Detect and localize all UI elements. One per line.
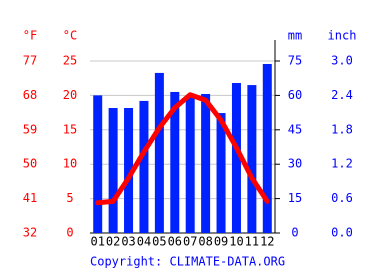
- y-tick-label: 59: [23, 122, 37, 136]
- y-tick-label: 0: [66, 226, 73, 240]
- y2-tick-label: 60: [288, 88, 302, 102]
- y-tick-label: 10: [63, 157, 77, 171]
- y-tick-label: 41: [23, 191, 37, 205]
- y-tick-label: 32: [23, 226, 37, 240]
- y2-tick-label: 30: [288, 157, 302, 171]
- x-tick-label: 04: [137, 235, 151, 249]
- y-tick-label: 15: [63, 122, 77, 136]
- x-tick-label: 01: [90, 235, 104, 249]
- y-tick-label: 25: [63, 54, 77, 68]
- bar: [93, 95, 103, 234]
- x-tick-label: 05: [152, 235, 166, 249]
- bar: [154, 72, 164, 234]
- y2-tick-label: 1.2: [331, 157, 353, 171]
- axis-unit: °F: [23, 29, 37, 43]
- bar: [185, 96, 195, 233]
- bar: [216, 113, 226, 233]
- y2-tick-label: 2.4: [331, 88, 353, 102]
- y-tick-label: 77: [23, 54, 37, 68]
- x-tick-label: 09: [214, 235, 228, 249]
- x-tick-label: 11: [245, 235, 259, 249]
- axis-unit: °C: [63, 29, 77, 43]
- line: [95, 92, 270, 206]
- y-tick-label: 50: [23, 157, 37, 171]
- axis-unit: inch: [328, 29, 357, 43]
- y2-tick-label: 75: [288, 54, 302, 68]
- bar: [262, 63, 272, 233]
- bar: [170, 91, 180, 234]
- y2-tick-label: 3.0: [331, 54, 353, 68]
- footer: Copyright: CLIMATE-DATA.ORG: [90, 255, 285, 269]
- y2-tick-label: 0.6: [331, 191, 353, 205]
- y2-tick-label: 0.0: [331, 226, 353, 240]
- bar: [247, 85, 257, 233]
- y2-tick-label: 15: [288, 191, 302, 205]
- x-tick-label: 08: [198, 235, 212, 249]
- x-tick-label: 10: [229, 235, 243, 249]
- x-tick-label: 03: [121, 235, 135, 249]
- y2-tick-label: 0: [291, 226, 298, 240]
- y2-tick-label: 45: [288, 122, 302, 136]
- x-tick-label: 02: [106, 235, 120, 249]
- x-tick-label: 06: [168, 235, 182, 249]
- y2-tick-label: 1.8: [331, 122, 353, 136]
- bar: [231, 83, 241, 234]
- bar: [108, 108, 118, 233]
- y-tick-label: 20: [63, 88, 77, 102]
- bar: [201, 94, 211, 233]
- bar: [139, 100, 149, 234]
- axis-unit: mm: [288, 29, 302, 43]
- bar: [124, 108, 134, 233]
- x-tick-label: 07: [183, 235, 197, 249]
- y-tick-label: 5: [66, 191, 73, 205]
- x-tick-label: 12: [260, 235, 274, 249]
- y-tick-label: 68: [23, 88, 37, 102]
